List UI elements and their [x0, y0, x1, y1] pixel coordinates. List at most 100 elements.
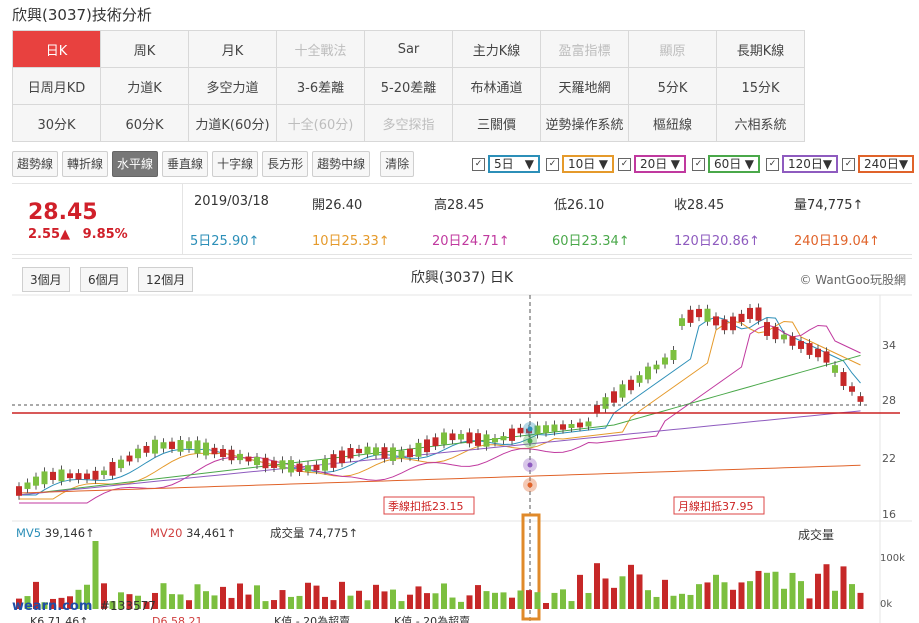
- tab-force-k[interactable]: 力道K: [100, 67, 189, 105]
- tab-long-term-k[interactable]: 長期K線: [716, 30, 805, 68]
- volume-bar: [305, 582, 311, 609]
- tool-rectangle[interactable]: 長方形: [262, 151, 309, 177]
- checkbox-checked-icon[interactable]: ✓: [766, 157, 779, 171]
- tab-15min-k[interactable]: 15分K: [716, 67, 805, 105]
- candle-body: [58, 469, 65, 482]
- tab-3-6-diff[interactable]: 3-6差離: [276, 67, 365, 105]
- tab-weekly-k[interactable]: 周K: [100, 30, 189, 68]
- volume-bar: [16, 598, 22, 609]
- tab-60min-k[interactable]: 60分K: [100, 104, 189, 142]
- ma-option-10[interactable]: ✓ 10日 ▼: [546, 155, 614, 173]
- tab-monthly-k[interactable]: 月K: [188, 30, 277, 68]
- ma-option-60[interactable]: ✓ 60日 ▼: [692, 155, 760, 173]
- ma-select-240[interactable]: 240日 ▼: [858, 155, 915, 173]
- range-6m-button[interactable]: 6個月: [80, 267, 128, 292]
- candle-body: [670, 349, 677, 361]
- volume-bar: [449, 597, 456, 609]
- tab-pivot-line[interactable]: 樞紐線: [628, 104, 717, 142]
- volume-tick-high: 100k: [880, 553, 905, 564]
- candle-body: [449, 433, 456, 441]
- ma5-line: [19, 316, 861, 496]
- volume-bar: [364, 600, 371, 609]
- tab-six-phase[interactable]: 六相系統: [716, 104, 805, 142]
- candle-body: [466, 432, 473, 444]
- ma-select-10[interactable]: 10日 ▼: [562, 155, 614, 173]
- tab-sky-net[interactable]: 天羅地網: [540, 67, 629, 105]
- candle-body: [849, 386, 855, 392]
- ma-option-20[interactable]: ✓ 20日 ▼: [618, 155, 686, 173]
- range-3m-button[interactable]: 3個月: [22, 267, 70, 292]
- volume-bar: [832, 590, 838, 609]
- candle-body: [517, 427, 524, 434]
- volume-tick-low: 0k: [880, 599, 892, 610]
- tab-origin[interactable]: 顯原: [628, 30, 717, 68]
- checkbox-checked-icon[interactable]: ✓: [546, 157, 559, 171]
- volume-bar: [840, 566, 847, 609]
- tab-contrarian-system[interactable]: 逆勢操作系統: [540, 104, 629, 142]
- candle-body: [347, 448, 354, 459]
- tab-profit-indicator[interactable]: 盈富指標: [540, 30, 629, 68]
- tab-bollinger[interactable]: 布林通道: [452, 67, 541, 105]
- ma-option-5[interactable]: ✓ 5日 ▼: [472, 155, 540, 173]
- volume-bar: [526, 590, 532, 609]
- tab-shiquan-60[interactable]: 十全(60分): [276, 104, 365, 142]
- volume-bar: [628, 564, 634, 609]
- tool-trend-line[interactable]: 趨勢線: [12, 151, 59, 177]
- volume-bar: [594, 563, 600, 609]
- tool-crosshair[interactable]: 十字線: [212, 151, 259, 177]
- ma-option-120[interactable]: ✓ 120日 ▼: [766, 155, 839, 173]
- clear-button[interactable]: 清除: [380, 151, 415, 177]
- candle-body: [696, 308, 702, 318]
- ma-marker-dot: [527, 438, 533, 444]
- tab-shiquan[interactable]: 十全戰法: [276, 30, 365, 68]
- candle-body: [228, 449, 235, 461]
- volume-bar: [500, 592, 507, 609]
- volume-bar: [441, 583, 447, 609]
- tab-sar[interactable]: Sar: [364, 30, 453, 68]
- checkbox-checked-icon[interactable]: ✓: [472, 157, 485, 171]
- volume-bar: [237, 583, 243, 609]
- tool-vertical-line[interactable]: 垂直線: [162, 151, 209, 177]
- candle-body: [798, 341, 804, 349]
- volume-bar: [143, 601, 150, 609]
- tab-5min-k[interactable]: 5分K: [628, 67, 717, 105]
- candle-body: [41, 471, 48, 485]
- volume-bar: [84, 584, 90, 609]
- tab-bull-bear-force[interactable]: 多空力道: [188, 67, 277, 105]
- tab-5-20-diff[interactable]: 5-20差離: [364, 67, 453, 105]
- candlestick-chart[interactable]: 34 28 22 16 季線扣抵23.15 月線扣抵37.95 100k 0k …: [12, 259, 912, 623]
- tab-dwm-kd[interactable]: 日周月KD: [12, 67, 101, 105]
- quote-open: 開26.40: [312, 198, 363, 213]
- tab-30min-k[interactable]: 30分K: [12, 104, 101, 142]
- ma-option-240[interactable]: ✓ 240日 ▼: [842, 155, 915, 173]
- candle-body: [577, 422, 583, 428]
- ma-select-20[interactable]: 20日 ▼: [634, 155, 686, 173]
- candle-body: [373, 447, 379, 456]
- volume-bar: [330, 600, 337, 609]
- ma-select-5[interactable]: 5日 ▼: [488, 155, 540, 173]
- tool-horizontal-line[interactable]: 水平線: [112, 151, 159, 177]
- checkbox-checked-icon[interactable]: ✓: [842, 157, 855, 171]
- volume-bar: [152, 592, 158, 609]
- tab-three-gates[interactable]: 三關價: [452, 104, 541, 142]
- tool-trend-midline[interactable]: 趨勢中線: [312, 151, 371, 177]
- candle-body: [713, 316, 719, 326]
- ma-marker-dot: [527, 462, 533, 468]
- tab-bull-bear-probe[interactable]: 多空探指: [364, 104, 453, 142]
- checkbox-checked-icon[interactable]: ✓: [692, 157, 705, 171]
- candle-body: [687, 309, 694, 323]
- range-12m-button[interactable]: 12個月: [138, 267, 194, 292]
- y-tick: 28: [882, 394, 896, 407]
- tab-force-k-60[interactable]: 力道K(60分): [188, 104, 277, 142]
- volume-bar: [135, 595, 141, 609]
- checkbox-checked-icon[interactable]: ✓: [618, 157, 631, 171]
- candle-body: [279, 460, 286, 470]
- ma-select-120[interactable]: 120日 ▼: [782, 155, 839, 173]
- volume-bar: [679, 593, 685, 609]
- tool-turning-line[interactable]: 轉折線: [62, 151, 109, 177]
- tab-daily-k[interactable]: 日K: [12, 30, 101, 68]
- tab-main-force-k[interactable]: 主力K線: [452, 30, 541, 68]
- ma-select-60[interactable]: 60日 ▼: [708, 155, 760, 173]
- volume-bar: [789, 572, 796, 609]
- candle-body: [245, 456, 252, 462]
